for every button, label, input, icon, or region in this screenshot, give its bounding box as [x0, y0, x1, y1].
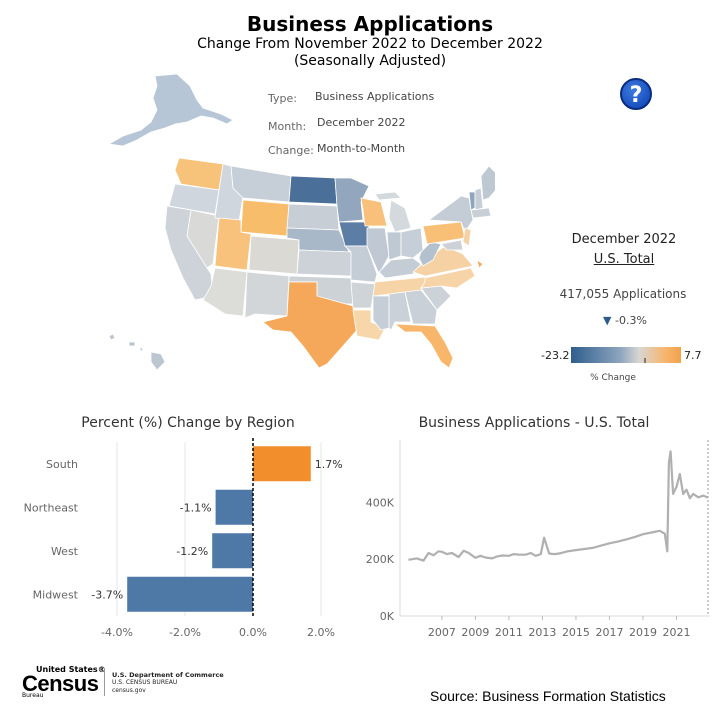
- state-kentucky[interactable]: [378, 257, 422, 279]
- legend-title: % Change: [590, 373, 636, 383]
- state-oregon[interactable]: [168, 183, 220, 215]
- region-bar[interactable]: [215, 489, 253, 525]
- region-value-label: -3.7%: [91, 588, 123, 601]
- state-texas[interactable]: [262, 281, 358, 369]
- logo-divider: [104, 668, 105, 696]
- state-ohio[interactable]: [400, 227, 424, 259]
- region-category-label: Northeast: [24, 501, 79, 514]
- us-total-line-chart: 0K 200K 400K 2007 2009 2011 2013 2015 2017 2019 20…: [366, 440, 710, 639]
- line-y-tick-label: 0K: [380, 610, 395, 623]
- region-category-label: South: [46, 458, 78, 471]
- filter-month-value: December 2022: [317, 116, 406, 129]
- state-new-hampshire[interactable]: [474, 187, 484, 211]
- region-bar[interactable]: [253, 446, 311, 482]
- state-new-jersey[interactable]: [462, 227, 472, 247]
- state-north-carolina[interactable]: [420, 267, 476, 289]
- state-north-dakota[interactable]: [288, 175, 338, 205]
- state-alaska[interactable]: [107, 73, 234, 147]
- state-hawaii[interactable]: [108, 333, 166, 371]
- legend-marker: [644, 358, 646, 363]
- state-michigan[interactable]: [374, 191, 412, 233]
- state-wisconsin[interactable]: [360, 197, 388, 227]
- state-new-mexico[interactable]: [244, 271, 290, 319]
- region-bar[interactable]: [127, 576, 253, 612]
- page-subtitle-adjustment: (Seasonally Adjusted): [293, 53, 447, 69]
- filter-type-label: Type:: [268, 92, 297, 105]
- line-x-tick-label: 2015: [562, 626, 590, 639]
- state-florida[interactable]: [393, 323, 454, 369]
- legend-max-value: 7.7: [684, 349, 702, 362]
- state-utah[interactable]: [214, 217, 252, 271]
- us-choropleth-map: [107, 73, 495, 371]
- line-x-tick-label: 2007: [428, 626, 456, 639]
- total-applications: 417,055 Applications: [559, 287, 687, 301]
- state-wyoming[interactable]: [240, 199, 290, 237]
- line-y-tick-label: 200K: [366, 553, 395, 566]
- legend-color-ramp: [571, 347, 681, 363]
- total-heading: December 2022: [571, 232, 677, 247]
- state-indiana[interactable]: [386, 231, 402, 261]
- state-south-dakota[interactable]: [286, 203, 340, 231]
- line-x-tick-label: 2011: [495, 626, 523, 639]
- region-value-label: -1.2%: [176, 545, 208, 558]
- total-change-value: -0.3%: [615, 314, 647, 327]
- filter-type-value: Business Applications: [315, 90, 435, 103]
- region-x-tick-label: 0.0%: [239, 626, 267, 639]
- state-montana[interactable]: [230, 165, 292, 203]
- region-category-label: West: [51, 545, 79, 558]
- state-massachusetts[interactable]: [470, 207, 492, 219]
- commerce-dept-text: U.S. Department of Commerce U.S. CENSUS …: [112, 671, 224, 694]
- page-subtitle: Change From November 2022 to December 20…: [197, 36, 543, 52]
- region-chart-title: Percent (%) Change by Region: [81, 415, 295, 431]
- filter-change-label: Change:: [268, 144, 314, 157]
- region-bar-chart: -4.0% -2.0% 0.0% 2.0% South 1.7% Northeast -1.1…: [24, 438, 343, 639]
- line-x-tick-label: 2009: [461, 626, 489, 639]
- state-nevada[interactable]: [186, 209, 220, 269]
- state-maryland[interactable]: [440, 239, 464, 251]
- state-washington[interactable]: [174, 157, 224, 191]
- filter-change-value: Month-to-Month: [317, 142, 406, 155]
- state-kansas[interactable]: [296, 249, 352, 277]
- line-x-tick-label: 2019: [629, 626, 657, 639]
- line-x-tick-label: 2013: [528, 626, 556, 639]
- line-chart-title: Business Applications - U.S. Total: [418, 415, 650, 431]
- total-change: ▼ -0.3%: [590, 314, 660, 327]
- total-subheading-link[interactable]: U.S. Total: [593, 252, 655, 267]
- state-delaware[interactable]: [476, 259, 484, 269]
- question-circle-icon[interactable]: ?: [620, 78, 652, 110]
- filter-month-label: Month:: [268, 120, 307, 133]
- region-x-tick-label: -4.0%: [101, 626, 133, 639]
- state-colorado[interactable]: [248, 235, 300, 275]
- state-minnesota[interactable]: [334, 177, 370, 223]
- state-georgia[interactable]: [404, 289, 438, 325]
- state-illinois[interactable]: [366, 227, 390, 275]
- down-triangle-icon: ▼: [603, 314, 612, 327]
- region-category-label: Midwest: [33, 588, 79, 601]
- state-arkansas[interactable]: [350, 281, 376, 309]
- source-note: Source: Business Formation Statistics: [430, 688, 666, 704]
- line-y-tick-label: 400K: [366, 496, 395, 509]
- line-x-tick-label: 2021: [662, 626, 690, 639]
- region-x-tick-label: 2.0%: [307, 626, 335, 639]
- region-value-label: 1.7%: [315, 458, 343, 471]
- line-x-tick-label: 2017: [595, 626, 623, 639]
- business-applications-line[interactable]: [408, 450, 709, 562]
- legend-min-value: -23.2: [541, 349, 570, 362]
- region-x-tick-label: -2.0%: [169, 626, 201, 639]
- region-value-label: -1.1%: [180, 501, 212, 514]
- state-mississippi[interactable]: [372, 295, 390, 331]
- state-maine[interactable]: [480, 165, 495, 201]
- page-title: Business Applications: [246, 12, 494, 36]
- region-bar[interactable]: [212, 533, 253, 569]
